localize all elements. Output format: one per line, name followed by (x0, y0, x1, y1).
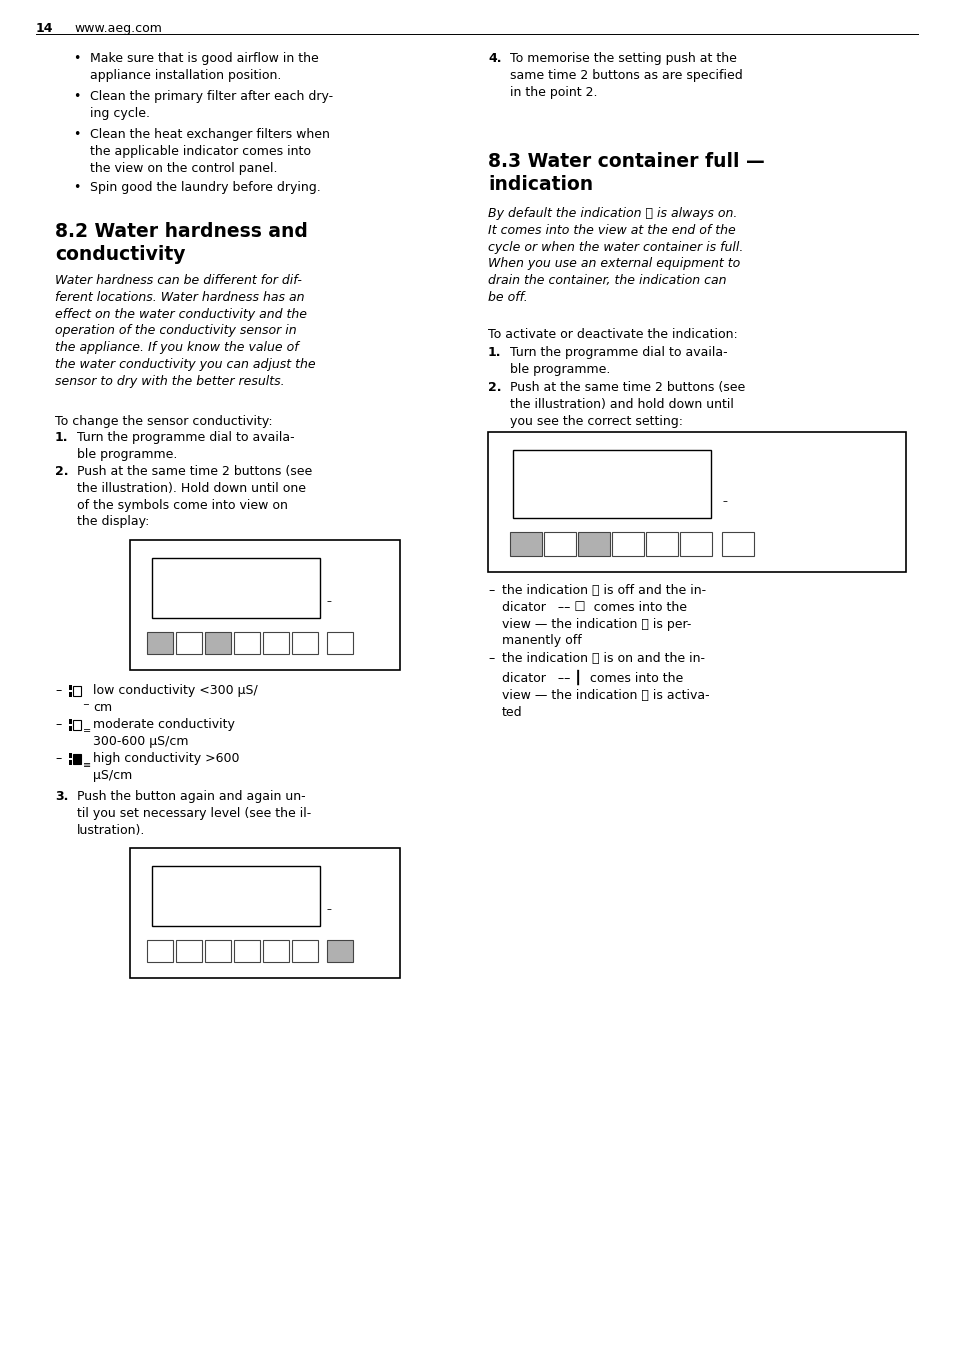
Bar (327, 631, 353, 654)
Bar (679, 531, 711, 556)
Text: –: – (327, 904, 332, 914)
Text: 2.: 2. (55, 465, 69, 479)
Text: high conductivity >600
μS/cm: high conductivity >600 μS/cm (92, 752, 239, 781)
Bar (147, 940, 172, 963)
Text: Push at the same time 2 buttons (see
the illustration). Hold down until one
of t: Push at the same time 2 buttons (see the… (77, 465, 312, 529)
Text: www.aeg.com: www.aeg.com (74, 22, 162, 35)
Bar (69, 726, 71, 731)
Bar (175, 940, 202, 963)
Bar (513, 450, 710, 518)
Text: •: • (73, 51, 80, 65)
Text: the indication ⓦ is on and the in-
dicator   –– ┃  comes into the
view — the ind: the indication ⓦ is on and the in- dicat… (501, 652, 709, 719)
Bar (488, 433, 905, 572)
Bar (510, 531, 541, 556)
Bar (578, 531, 609, 556)
Text: 2.: 2. (488, 381, 501, 393)
Text: _: _ (83, 695, 88, 704)
Bar (233, 940, 260, 963)
Bar (205, 631, 231, 654)
Text: 1.: 1. (55, 431, 69, 443)
Bar (152, 558, 319, 618)
Bar (130, 539, 399, 671)
Text: –: – (55, 684, 61, 698)
Text: •: • (73, 181, 80, 195)
Bar (263, 940, 289, 963)
Text: the indication ⓦ is off and the in-
dicator   –– ☐  comes into the
view — the in: the indication ⓦ is off and the in- dica… (501, 584, 705, 648)
Bar (263, 631, 289, 654)
Bar (73, 721, 81, 730)
Text: Push at the same time 2 buttons (see
the illustration) and hold down until
you s: Push at the same time 2 buttons (see the… (510, 381, 744, 427)
Text: Turn the programme dial to availa-
ble programme.: Turn the programme dial to availa- ble p… (77, 431, 294, 461)
Text: –: – (722, 496, 727, 506)
Text: To memorise the setting push at the
same time 2 buttons as are specified
in the : To memorise the setting push at the same… (510, 51, 742, 99)
Text: –: – (55, 718, 61, 731)
Text: To activate or deactivate the indication:: To activate or deactivate the indication… (488, 329, 737, 341)
Bar (543, 531, 576, 556)
Bar (130, 848, 399, 977)
Text: –: – (488, 584, 494, 598)
Text: Clean the primary filter after each dry-
ing cycle.: Clean the primary filter after each dry-… (90, 91, 333, 120)
Text: By default the indication ⓦ is always on.
It comes into the view at the end of t: By default the indication ⓦ is always on… (488, 207, 742, 304)
Text: 8.2 Water hardness and
conductivity: 8.2 Water hardness and conductivity (55, 222, 308, 264)
Bar (175, 631, 202, 654)
Text: 4.: 4. (488, 51, 501, 65)
Text: •: • (73, 91, 80, 103)
Text: Turn the programme dial to availa-
ble programme.: Turn the programme dial to availa- ble p… (510, 346, 727, 376)
Bar (147, 631, 172, 654)
Text: =: = (83, 726, 91, 735)
Text: low conductivity <300 μS/
cm: low conductivity <300 μS/ cm (92, 684, 257, 714)
Bar (152, 867, 319, 926)
Bar (69, 760, 71, 765)
Text: ≡: ≡ (83, 760, 91, 771)
Text: 3.: 3. (55, 790, 69, 803)
Bar (73, 685, 81, 696)
Bar (69, 719, 71, 725)
Bar (721, 531, 753, 556)
Text: –: – (327, 596, 332, 606)
Bar (612, 531, 643, 556)
Text: Water hardness can be different for dif-
ferent locations. Water hardness has an: Water hardness can be different for dif-… (55, 274, 315, 388)
Bar (69, 692, 71, 698)
Text: Clean the heat exchanger filters when
the applicable indicator comes into
the vi: Clean the heat exchanger filters when th… (90, 128, 330, 174)
Bar (69, 753, 71, 758)
Text: To change the sensor conductivity:: To change the sensor conductivity: (55, 415, 273, 429)
Bar (292, 631, 317, 654)
Text: Make sure that is good airflow in the
appliance installation position.: Make sure that is good airflow in the ap… (90, 51, 318, 82)
Bar (327, 940, 353, 963)
Bar (292, 940, 317, 963)
Text: •: • (73, 128, 80, 141)
Text: –: – (488, 652, 494, 665)
Bar (73, 754, 81, 764)
Text: Spin good the laundry before drying.: Spin good the laundry before drying. (90, 181, 320, 195)
Bar (69, 685, 71, 690)
Text: 8.3 Water container full —
indication: 8.3 Water container full — indication (488, 151, 764, 193)
Bar (205, 940, 231, 963)
Bar (233, 631, 260, 654)
Text: moderate conductivity
300-600 μS/cm: moderate conductivity 300-600 μS/cm (92, 718, 234, 748)
Text: –: – (55, 752, 61, 765)
Text: Push the button again and again un-
til you set necessary level (see the il-
lus: Push the button again and again un- til … (77, 790, 311, 837)
Text: 14: 14 (36, 22, 53, 35)
Bar (645, 531, 678, 556)
Text: 1.: 1. (488, 346, 501, 360)
